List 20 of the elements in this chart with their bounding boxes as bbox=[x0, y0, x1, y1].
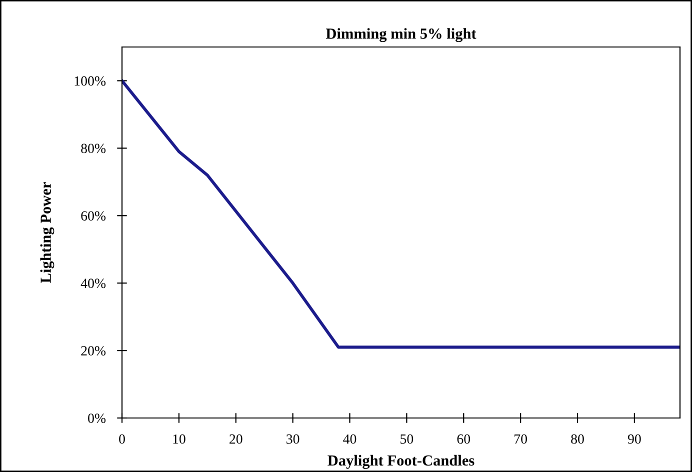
y-tick-label: 100% bbox=[74, 76, 106, 86]
y-tick-label: 20% bbox=[81, 346, 106, 356]
x-tick-label: 80 bbox=[571, 434, 584, 444]
x-tick-label: 50 bbox=[400, 434, 414, 444]
x-tick-label: 10 bbox=[173, 434, 186, 444]
y-tick-label: 0% bbox=[88, 414, 106, 423]
x-tick-label: 60 bbox=[457, 434, 470, 444]
x-tick-label: 40 bbox=[343, 434, 356, 444]
chart-title: Dimming min 5% light bbox=[326, 28, 476, 42]
x-tick-label: 30 bbox=[286, 434, 300, 444]
y-tick-label: 40% bbox=[80, 278, 106, 288]
line-series bbox=[122, 79, 680, 349]
x-tick-label: 0 bbox=[119, 434, 125, 444]
x-tick-label: 70 bbox=[514, 434, 527, 444]
y-axis-title: Lighting Power bbox=[40, 182, 54, 283]
x-tick-label: 90 bbox=[628, 434, 641, 444]
x-axis-title: Daylight Foot-Candles bbox=[328, 454, 474, 469]
y-tick-label: 80% bbox=[81, 144, 106, 154]
y-tick-label: 60% bbox=[81, 211, 106, 221]
x-tick-label: 20 bbox=[230, 434, 242, 444]
